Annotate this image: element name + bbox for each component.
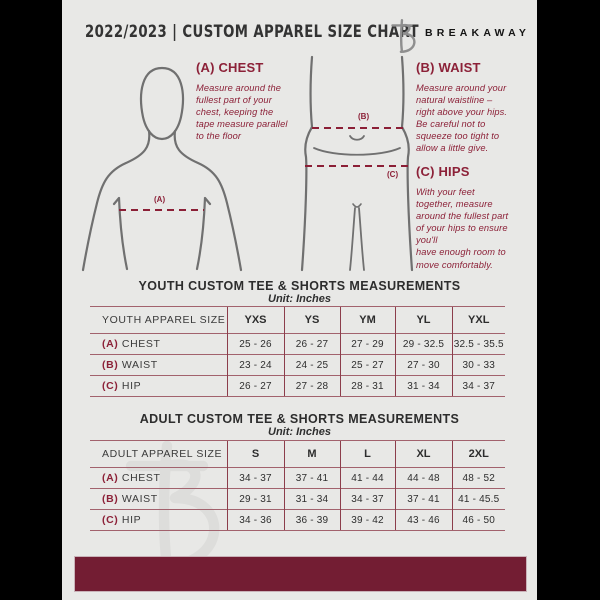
cell-value: 26 - 27 [226,375,284,397]
waist-marker: (B) [358,112,370,121]
cell-value: 28 - 31 [339,375,395,397]
cell-value: 31 - 34 [394,375,452,397]
row-label: WAIST [121,493,158,505]
cell-value: 27 - 30 [394,354,452,376]
cell-value: 29 - 31 [226,488,284,510]
adult-table-label: ADULT APPAREL SIZE [90,440,227,468]
footer-bar [74,556,527,592]
adult-section-title: ADULT CUSTOM TEE & SHORTS MEASUREMENTS [139,412,460,426]
row-prefix: (C) [102,380,119,392]
row-prefix: (B) [102,493,119,505]
row-label: CHEST [121,472,161,484]
row-label: WAIST [121,359,158,371]
youth-size-table: YOUTH APPAREL SIZE YXS YS YM YL YXL (A) … [90,306,505,397]
cell-value: 34 - 37 [339,488,395,510]
row-prefix: (B) [102,359,119,371]
cell-value: 44 - 48 [394,467,452,489]
chest-instructions: Measure around the fullest part of your … [196,83,288,142]
table-row: (C) HIP 34 - 36 36 - 39 39 - 42 43 - 46 … [90,509,505,531]
table-row: (C) HIP 26 - 27 27 - 28 28 - 31 31 - 34 … [90,375,505,397]
row-prefix: (C) [102,514,119,526]
cell-value: 46 - 50 [451,509,505,531]
cell-value: 48 - 52 [451,467,505,489]
cell-value: 30 - 33 [451,354,505,376]
chest-measure-line [119,209,204,211]
table-row: (A) CHEST 25 - 26 26 - 27 27 - 29 29 - 3… [90,333,505,355]
size-col-header: 2XL [451,440,505,468]
chest-marker: (A) [154,195,166,204]
size-col-header: S [226,440,284,468]
row-label: HIP [121,514,142,526]
cell-value: 24 - 25 [283,354,340,376]
cell-value: 25 - 26 [226,333,284,355]
waist-measure-line [312,127,403,129]
cell-value: 25 - 27 [339,354,395,376]
hips-instructions: With your feet together, measure around … [416,187,509,270]
cell-value: 34 - 36 [226,509,284,531]
table-row: (B) WAIST 23 - 24 24 - 25 25 - 27 27 - 3… [90,354,505,376]
cell-value: 36 - 39 [283,509,340,531]
adult-size-table: ADULT APPAREL SIZE S M L XL 2XL (A) CHES… [90,440,505,531]
cell-value: 26 - 27 [283,333,340,355]
cell-value: 31 - 34 [283,488,340,510]
waist-heading: (B) WAIST [416,60,481,75]
cell-value: 37 - 41 [283,467,340,489]
cell-value: 27 - 29 [339,333,395,355]
size-col-header: YXS [226,306,284,334]
size-col-header: YM [339,306,395,334]
brand-name: BREAKAWAY [425,27,531,39]
cell-value: 34 - 37 [451,375,505,397]
chest-heading: (A) CHEST [196,60,264,75]
cell-value: 41 - 45.5 [451,488,505,510]
page-title: 2022/2023 | CUSTOM APPAREL SIZE CHART [85,22,419,42]
size-col-header: YXL [451,306,505,334]
cell-value: 41 - 44 [339,467,395,489]
cell-value: 34 - 37 [226,467,284,489]
youth-unit-label: Unit: Inches [268,293,331,305]
cell-value: 23 - 24 [226,354,284,376]
body-measurement-diagram [81,55,414,272]
table-row: (B) WAIST 29 - 31 31 - 34 34 - 37 37 - 4… [90,488,505,510]
cell-value: 29 - 32.5 [394,333,452,355]
row-prefix: (A) [102,472,119,484]
size-col-header: XL [394,440,452,468]
row-label: HIP [121,380,142,392]
cell-value: 32.5 - 35.5 [451,333,505,355]
table-header-row: YOUTH APPAREL SIZE YXS YS YM YL YXL [90,306,505,334]
table-header-row: ADULT APPAREL SIZE S M L XL 2XL [90,440,505,468]
waist-instructions: Measure around your natural waistline – … [416,83,508,154]
size-col-header: M [283,440,340,468]
hips-heading: (C) HIPS [416,164,470,179]
row-label: CHEST [121,338,161,350]
cell-value: 39 - 42 [339,509,395,531]
cell-value: 27 - 28 [283,375,340,397]
size-col-header: YS [283,306,340,334]
youth-table-label: YOUTH APPAREL SIZE [90,306,227,334]
youth-section-title: YOUTH CUSTOM TEE & SHORTS MEASUREMENTS [138,279,461,293]
hips-marker: (C) [387,170,399,179]
cell-value: 37 - 41 [394,488,452,510]
table-row: (A) CHEST 34 - 37 37 - 41 41 - 44 44 - 4… [90,467,505,489]
row-prefix: (A) [102,338,119,350]
page-background: 2022/2023 | CUSTOM APPAREL SIZE CHART BR… [62,0,537,600]
cell-value: 43 - 46 [394,509,452,531]
adult-unit-label: Unit: Inches [268,426,331,438]
size-col-header: YL [394,306,452,334]
size-col-header: L [339,440,395,468]
breakaway-b-logo-icon [390,16,416,61]
hips-measure-line [305,165,408,167]
